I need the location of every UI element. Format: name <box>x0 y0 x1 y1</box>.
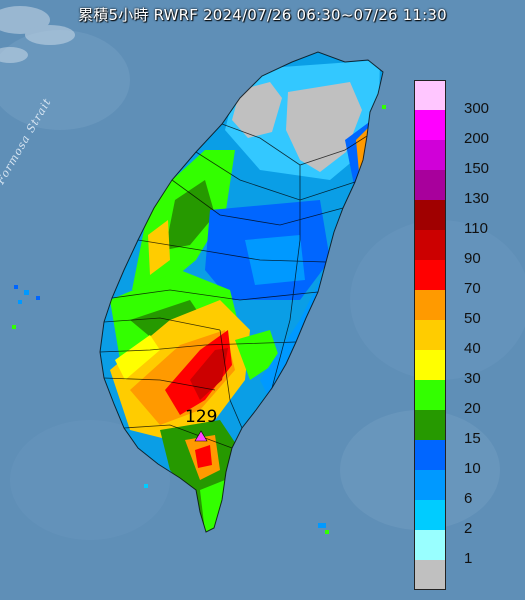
legend-label: 70 <box>464 280 481 297</box>
cloud-texture <box>0 6 75 63</box>
legend-label: 2 <box>464 520 473 537</box>
legend-label: 90 <box>464 250 481 267</box>
legend-swatch <box>414 560 446 590</box>
legend-swatch <box>414 440 446 470</box>
legend-swatch <box>414 200 446 230</box>
legend-label: 40 <box>464 340 481 357</box>
legend-row: 90 <box>414 230 514 267</box>
county-borders <box>99 51 384 533</box>
legend-row: 2 <box>414 500 514 537</box>
legend-row <box>414 560 514 590</box>
legend-row: 30 <box>414 350 514 387</box>
legend-swatch <box>414 80 446 110</box>
legend-row: 200 <box>414 110 514 147</box>
legend-swatch <box>414 290 446 320</box>
legend-label: 150 <box>464 160 490 177</box>
legend-label: 1 <box>464 550 473 567</box>
legend-row: 150 <box>414 140 514 177</box>
legend-row: 300 <box>414 80 514 117</box>
legend-swatch <box>414 500 446 530</box>
color-legend: 300 200 150 130 110 90 70 50 40 30 20 15 10 6 2 1 <box>414 80 514 590</box>
legend-row: 70 <box>414 260 514 297</box>
legend-label: 20 <box>464 400 481 417</box>
legend-label: 15 <box>464 430 481 447</box>
legend-label: 200 <box>464 130 490 147</box>
offshore-islands <box>12 105 386 534</box>
legend-row: 10 <box>414 440 514 477</box>
legend-swatch <box>414 260 446 290</box>
legend-label: 6 <box>464 490 473 507</box>
legend-label: 300 <box>464 100 490 117</box>
triangle-marker <box>194 430 208 442</box>
legend-label: 50 <box>464 310 481 327</box>
legend-row: 20 <box>414 380 514 417</box>
legend-row: 6 <box>414 470 514 507</box>
ocean-background <box>0 30 525 540</box>
legend-swatch <box>414 470 446 500</box>
legend-swatch <box>414 380 446 410</box>
legend-swatch <box>414 140 446 170</box>
legend-row: 110 <box>414 200 514 237</box>
legend-label: 10 <box>464 460 481 477</box>
legend-swatch <box>414 110 446 140</box>
legend-label: 130 <box>464 190 490 207</box>
legend-row: 1 <box>414 530 514 567</box>
legend-swatch <box>414 530 446 560</box>
no-rain-area <box>232 82 282 138</box>
legend-row: 15 <box>414 410 514 447</box>
legend-swatch <box>414 170 446 200</box>
legend-swatch <box>414 230 446 260</box>
legend-swatch <box>414 410 446 440</box>
legend-label: 110 <box>464 220 488 237</box>
legend-swatch <box>414 320 446 350</box>
max-station-value: 129 <box>185 407 218 427</box>
legend-swatch <box>414 350 446 380</box>
legend-row: 50 <box>414 290 514 327</box>
legend-row: 130 <box>414 170 514 207</box>
map-title: 累積5小時 RWRF 2024/07/26 06:30~07/26 11:30 <box>78 6 447 24</box>
legend-row: 40 <box>414 320 514 357</box>
no-rain-area <box>286 82 362 172</box>
legend-label: 30 <box>464 370 481 387</box>
